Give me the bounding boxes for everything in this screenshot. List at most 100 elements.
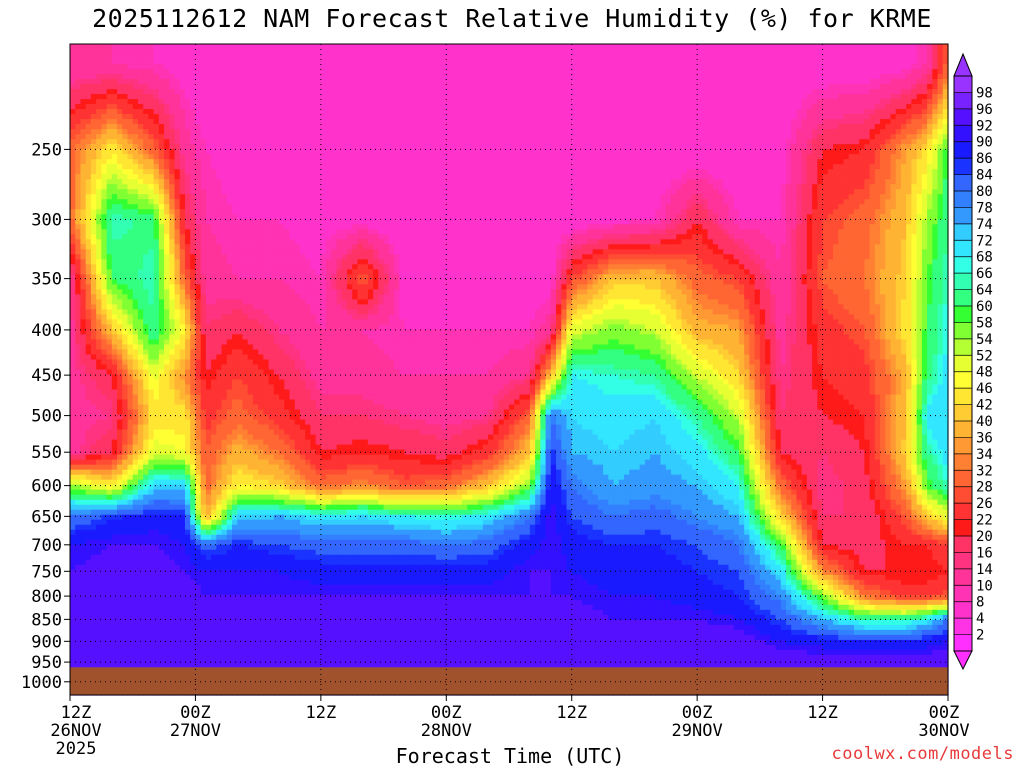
- heatmap-cell: [488, 69, 494, 75]
- heatmap-cell: [644, 189, 651, 195]
- heatmap-cell: [509, 179, 515, 185]
- heatmap-cell: [864, 64, 871, 70]
- heatmap-cell: [650, 159, 656, 165]
- heatmap-cell: [247, 144, 254, 150]
- heatmap-cell: [686, 79, 693, 85]
- heatmap-cell: [414, 104, 421, 110]
- heatmap-cell: [744, 69, 751, 75]
- heatmap-cell: [237, 99, 244, 105]
- heatmap-cell: [812, 44, 818, 50]
- heatmap-cell: [927, 84, 933, 90]
- heatmap-cell: [681, 179, 688, 185]
- heatmap-cell: [822, 154, 829, 160]
- heatmap-cell: [655, 149, 662, 155]
- heatmap-cell: [576, 124, 583, 130]
- heatmap-cell: [482, 109, 489, 115]
- heatmap-cell: [916, 64, 923, 70]
- heatmap-cell: [326, 99, 332, 105]
- heatmap-cell: [153, 104, 160, 110]
- heatmap-cell: [394, 49, 400, 55]
- heatmap-cell: [294, 69, 301, 75]
- heatmap-cell: [80, 164, 87, 170]
- heatmap-cell: [75, 129, 82, 135]
- heatmap-cell: [143, 134, 149, 140]
- heatmap-cell: [874, 144, 881, 150]
- heatmap-cell: [644, 99, 651, 105]
- heatmap-cell: [425, 84, 432, 90]
- heatmap-cell: [378, 154, 385, 160]
- heatmap-cell: [686, 189, 693, 195]
- heatmap-cell: [399, 54, 406, 60]
- heatmap-cell: [263, 64, 270, 70]
- heatmap-cell: [566, 129, 573, 135]
- heatmap-cell: [242, 74, 249, 80]
- heatmap-cell: [806, 159, 813, 165]
- heatmap-cell: [111, 154, 118, 160]
- heatmap-cell: [346, 184, 353, 190]
- heatmap-cell: [482, 94, 489, 100]
- heatmap-cell: [571, 184, 578, 190]
- heatmap-cell: [373, 59, 379, 65]
- heatmap-cell: [791, 124, 798, 130]
- heatmap-cell: [96, 154, 102, 160]
- heatmap-cell: [90, 109, 97, 115]
- heatmap-cell: [765, 64, 771, 70]
- heatmap-cell: [529, 54, 536, 60]
- heatmap-cell: [775, 99, 782, 105]
- heatmap-cell: [890, 134, 897, 140]
- heatmap-cell: [880, 139, 886, 145]
- heatmap-cell: [744, 64, 751, 70]
- heatmap-cell: [535, 99, 541, 105]
- heatmap-cell: [738, 139, 745, 145]
- heatmap-cell: [184, 104, 191, 110]
- heatmap-cell: [320, 174, 327, 180]
- heatmap-cell: [634, 79, 641, 85]
- heatmap-cell: [373, 64, 379, 70]
- heatmap-cell: [247, 94, 254, 100]
- heatmap-cell: [702, 149, 709, 155]
- heatmap-cell: [869, 124, 876, 130]
- heatmap-cell: [493, 99, 500, 105]
- heatmap-cell: [493, 129, 500, 135]
- heatmap-cell: [540, 69, 547, 75]
- heatmap-cell: [252, 144, 259, 150]
- heatmap-cell: [367, 129, 374, 135]
- heatmap-cell: [85, 184, 92, 190]
- heatmap-cell: [101, 154, 108, 160]
- heatmap-cell: [200, 44, 207, 50]
- heatmap-cell: [232, 69, 238, 75]
- heatmap-cell: [289, 84, 296, 90]
- heatmap-cell: [305, 154, 312, 160]
- heatmap-cell: [346, 179, 353, 185]
- heatmap-cell: [132, 159, 139, 165]
- heatmap-cell: [817, 74, 824, 80]
- heatmap-cell: [718, 169, 724, 175]
- heatmap-cell: [367, 84, 374, 90]
- heatmap-cell: [383, 89, 390, 95]
- heatmap-cell: [775, 74, 782, 80]
- heatmap-cell: [122, 124, 129, 130]
- heatmap-cell: [164, 99, 170, 105]
- heatmap-cell: [529, 59, 536, 65]
- heatmap-cell: [148, 94, 155, 100]
- heatmap-cell: [482, 54, 489, 60]
- heatmap-cell: [613, 129, 620, 135]
- heatmap-cell: [655, 159, 662, 165]
- heatmap-cell: [80, 154, 87, 160]
- heatmap-cell: [352, 114, 359, 120]
- heatmap-cell: [916, 59, 923, 65]
- heatmap-cell: [566, 54, 573, 60]
- heatmap-cell: [357, 49, 364, 55]
- heatmap-cell: [514, 59, 521, 65]
- heatmap-cell: [806, 169, 813, 175]
- heatmap-cell: [650, 184, 656, 190]
- heatmap-cell: [101, 164, 108, 170]
- heatmap-cell: [937, 119, 944, 125]
- heatmap-cell: [373, 104, 379, 110]
- heatmap-cell: [942, 114, 949, 120]
- heatmap-cell: [592, 114, 599, 120]
- heatmap-cell: [932, 119, 939, 125]
- heatmap-cell: [639, 84, 646, 90]
- heatmap-cell: [420, 49, 426, 55]
- heatmap-cell: [117, 64, 123, 70]
